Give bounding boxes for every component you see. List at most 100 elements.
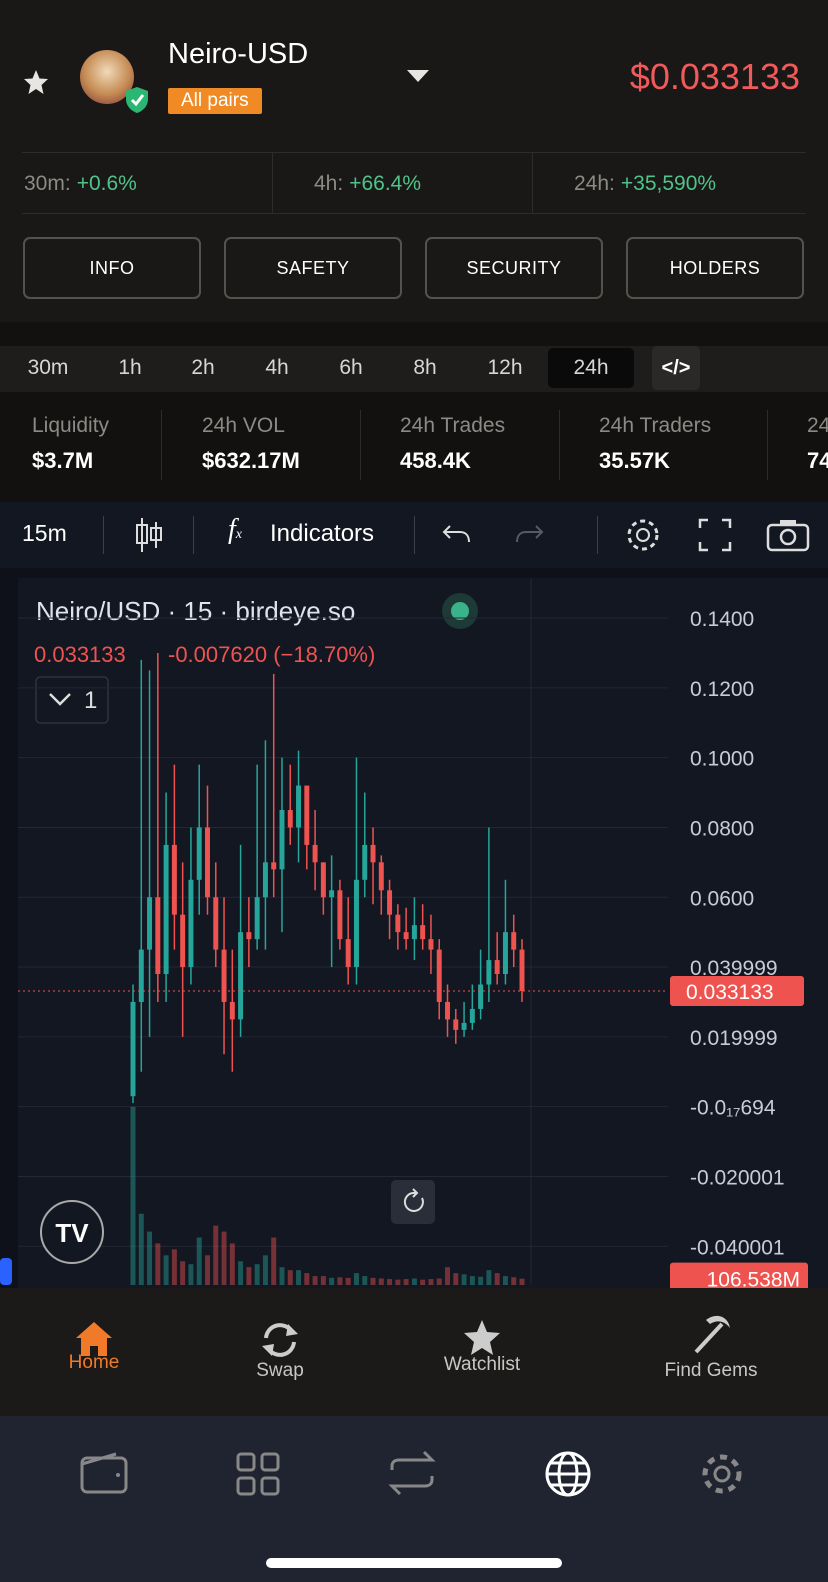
candle-body [180,914,186,968]
browser-icon[interactable] [544,1450,592,1498]
volume-bar [486,1270,492,1285]
timeframe[interactable]: 12h [487,356,523,379]
nav-label[interactable]: Watchlist [443,1354,521,1375]
timeframe[interactable]: 30m [27,356,69,379]
candle-body [262,862,268,898]
candle-body [411,925,417,940]
candle-icon[interactable] [134,516,164,554]
candle-body [353,879,359,968]
candle-body [420,925,426,940]
system-settings-icon[interactable] [698,1450,746,1498]
volume-bar [502,1276,508,1285]
stat-value: 74 [807,448,828,473]
volume-bar [403,1279,409,1285]
volume-bar [147,1231,153,1285]
favorite-star[interactable] [22,68,50,96]
candle-body [469,1008,475,1023]
nav-label[interactable]: Find Gems [664,1360,758,1381]
fullscreen-icon[interactable] [698,518,732,552]
volume-bar [163,1255,169,1285]
redo-icon[interactable] [514,522,544,548]
swap-icon[interactable] [260,1320,300,1360]
divider [414,516,415,554]
volume-bar [411,1278,417,1285]
tradingview-logo[interactable] [40,1200,104,1264]
volume-bar [279,1267,285,1285]
volume-bar [494,1273,500,1285]
apps-icon[interactable] [236,1452,280,1496]
transfer-icon[interactable] [388,1450,436,1496]
candle-body [213,897,219,950]
divider [767,410,768,480]
reset-button[interactable] [391,1180,435,1224]
timeframe[interactable]: 1h [118,356,142,379]
timeframe-active[interactable]: 24h [548,348,634,388]
candle-body [196,827,202,880]
tab-button[interactable]: INFO [23,237,201,299]
candle-body [362,844,368,880]
y-tick-label: 0.1000 [690,748,754,771]
candle-body [238,932,244,1020]
timeframe[interactable]: 4h [265,356,289,379]
candle-body [395,914,401,933]
volume-bar [312,1276,318,1285]
stats-row: Liquidity $3.7M 24h VOL $632.17M 24h Trade… [0,392,828,502]
wallet-icon[interactable] [80,1452,128,1494]
timeframe[interactable]: 2h [191,356,215,379]
candle-body [403,932,409,940]
undo-icon[interactable] [442,522,472,548]
candle-body [345,939,351,968]
dropdown-arrow[interactable] [406,68,430,84]
camera-icon[interactable] [766,518,810,552]
candle-body [478,984,484,1009]
volume-label-bg [670,1262,808,1288]
volume-bar [238,1261,244,1285]
candle-body [445,1001,450,1020]
tab-button[interactable]: SAFETY [224,237,402,299]
tab-button[interactable]: HOLDERS [626,237,804,299]
fx-icon[interactable]: fx [228,514,242,545]
candle-body [147,897,153,950]
timeframe[interactable]: 8h [413,356,437,379]
pane-toggle[interactable] [35,676,109,724]
status-dot [451,602,469,620]
tab-button[interactable]: SECURITY [425,237,603,299]
nav-label[interactable]: Home [68,1352,120,1373]
candle-body [436,949,442,1002]
volume-bar [378,1278,384,1285]
settings-icon[interactable] [624,516,662,554]
y-tick-label: 0.0600 [690,887,754,910]
interval[interactable]: 15m [22,520,67,546]
embed-button[interactable]: </> [652,346,700,390]
nav-label[interactable]: Swap [256,1360,304,1381]
candle-body [130,1001,136,1097]
bottom-tabs [0,1288,828,1416]
candle-body [138,949,144,1002]
pair-badge[interactable]: All pairs [168,88,262,114]
volume-label: 106.538M [707,1269,800,1288]
candle-body [246,932,252,940]
timeframe[interactable]: 6h [339,356,363,379]
gems-icon[interactable] [688,1310,734,1356]
volume-bar [329,1277,335,1285]
candle-body [502,932,508,975]
candle-body [296,785,302,828]
divider [22,152,806,153]
watchlist-icon[interactable] [462,1318,502,1356]
home-icon[interactable] [74,1320,114,1358]
candle-body [279,809,285,870]
y-tick-label: -0.040001 [690,1236,785,1259]
y-tick-label: 0.019999 [690,1027,778,1050]
volume-bar [420,1279,426,1285]
candle-body [511,932,517,950]
candle-body [312,844,318,863]
y-tick-label: 0.0800 [690,817,754,840]
indicators-button[interactable]: Indicators [270,520,375,547]
candle-body [287,809,293,828]
y-tick-label: 0.039999 [690,957,778,980]
stat: 24h Trades 458.4K [400,414,505,474]
stat-value: 35.57K [599,448,670,473]
stat-label: 24h Traders [599,414,712,437]
divider [559,410,560,480]
volume-bar [196,1237,202,1285]
